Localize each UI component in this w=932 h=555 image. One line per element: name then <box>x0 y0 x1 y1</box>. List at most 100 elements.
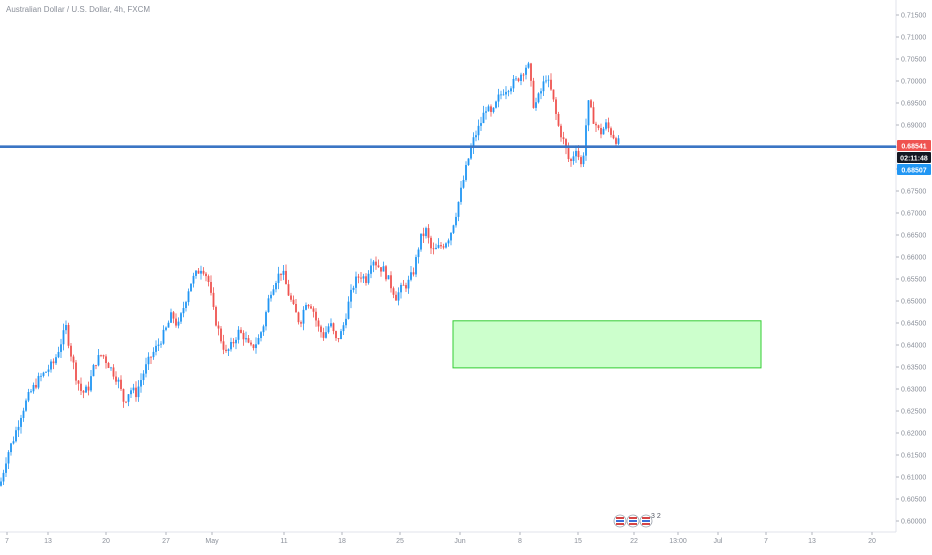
candle-body <box>97 354 100 366</box>
x-tick-label: Jun <box>454 538 465 545</box>
candle-body <box>560 125 562 138</box>
candle-body <box>367 273 370 283</box>
x-tick-label: 22 <box>630 538 638 545</box>
candle-body <box>407 279 410 289</box>
x-tick-label: 8 <box>518 538 522 545</box>
candle-body <box>30 391 32 393</box>
candle-body <box>465 165 467 180</box>
candle-body <box>62 330 65 345</box>
candle-body <box>545 80 547 82</box>
candle-body <box>385 266 387 280</box>
x-tick-label: 11 <box>280 538 287 545</box>
candle-body <box>505 91 507 95</box>
candle-body <box>595 123 597 126</box>
candle-body <box>317 320 320 327</box>
countdown-badge-bg <box>897 152 931 163</box>
candle-body <box>397 292 400 301</box>
x-tick-label: 20 <box>868 538 876 545</box>
y-tick-label: 0.62000 <box>901 431 926 438</box>
candle-body <box>277 273 280 283</box>
candle-body <box>242 332 245 340</box>
candle-body <box>522 74 525 76</box>
candle-body <box>510 88 512 92</box>
candle-body <box>70 345 72 357</box>
candle-body <box>52 361 55 364</box>
candle-body <box>607 122 610 129</box>
candle-body <box>365 276 367 283</box>
candle-body <box>120 379 122 390</box>
candle-body <box>0 481 2 486</box>
x-tick-label: 13 <box>44 538 52 545</box>
candle-body <box>487 106 490 112</box>
candle-body <box>532 80 535 108</box>
x-tick-label: 27 <box>162 538 170 545</box>
x-tick-label: 15 <box>574 538 582 545</box>
candle-body <box>205 273 207 277</box>
candle-body <box>55 357 57 364</box>
candle-body <box>592 107 595 124</box>
candle-body <box>72 356 75 363</box>
candle-body <box>27 391 30 401</box>
candle-body <box>570 159 572 162</box>
candle-body <box>255 344 257 349</box>
chart-title: Australian Dollar / U.S. Dollar, 4h, FXC… <box>6 5 151 14</box>
candle-body <box>57 351 60 358</box>
candle-body <box>585 125 587 156</box>
candle-body <box>605 122 607 129</box>
candle-body <box>587 100 590 126</box>
candle-body <box>145 364 147 374</box>
flag-stripe <box>616 517 624 519</box>
candle-body <box>132 387 135 391</box>
candle-body <box>235 339 237 344</box>
y-tick-label: 0.71500 <box>901 13 926 20</box>
candle-body <box>80 383 82 391</box>
candle-body <box>485 111 487 113</box>
candle-body <box>160 343 162 345</box>
candle-body <box>152 351 155 358</box>
candle-body <box>542 81 545 92</box>
candle-body <box>310 306 312 309</box>
x-tick-label: 13 <box>808 538 816 545</box>
candle-body <box>477 125 480 136</box>
candle-body <box>460 187 462 202</box>
y-tick-label: 0.61500 <box>901 453 926 460</box>
candle-body <box>447 240 450 244</box>
candle-body <box>115 376 117 382</box>
candle-body <box>210 282 212 293</box>
candle-body <box>285 270 287 285</box>
y-tick-label: 0.60000 <box>901 519 926 526</box>
x-tick-label: 25 <box>396 538 404 545</box>
candle-body <box>512 78 515 89</box>
candle-body <box>572 156 575 162</box>
candle-body <box>457 201 460 217</box>
y-tick-label: 0.64500 <box>901 321 926 328</box>
candle-body <box>355 276 357 288</box>
flag-stripe <box>629 520 637 522</box>
candle-body <box>470 147 472 159</box>
y-tick-label: 0.65500 <box>901 277 926 284</box>
candle-body <box>287 284 290 296</box>
candle-body <box>555 99 557 114</box>
candle-body <box>402 284 405 286</box>
candle-body <box>25 400 27 411</box>
candle-body <box>432 248 435 250</box>
candle-body <box>437 245 440 248</box>
candle-body <box>67 325 70 346</box>
candle-body <box>442 246 445 248</box>
candle-body <box>582 155 585 165</box>
y-tick-label: 0.62500 <box>901 409 926 416</box>
candle-body <box>92 365 95 377</box>
candle-body <box>215 306 217 326</box>
candle-body <box>165 327 167 330</box>
candle-body <box>617 138 620 144</box>
flag-stripe <box>629 517 637 519</box>
candle-body <box>105 356 107 364</box>
candle-body <box>335 331 337 339</box>
candle-body <box>200 270 202 274</box>
y-tick-label: 0.61000 <box>901 475 926 482</box>
candle-body <box>10 443 12 453</box>
candle-body <box>172 312 175 319</box>
candle-body <box>340 331 342 340</box>
